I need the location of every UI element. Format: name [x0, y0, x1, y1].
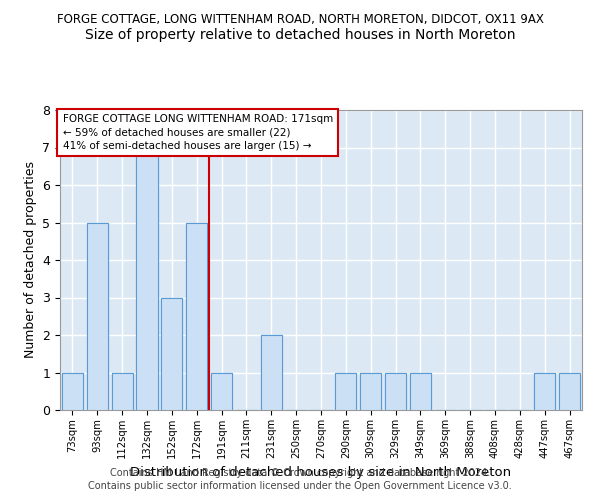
- Text: Contains public sector information licensed under the Open Government Licence v3: Contains public sector information licen…: [88, 481, 512, 491]
- Bar: [335, 372, 356, 410]
- Bar: [261, 335, 282, 410]
- X-axis label: Distribution of detached houses by size in North Moreton: Distribution of detached houses by size …: [130, 466, 512, 479]
- Bar: [87, 222, 108, 410]
- Bar: [385, 372, 406, 410]
- Bar: [87, 222, 108, 410]
- Text: FORGE COTTAGE, LONG WITTENHAM ROAD, NORTH MORETON, DIDCOT, OX11 9AX: FORGE COTTAGE, LONG WITTENHAM ROAD, NORT…: [56, 12, 544, 26]
- Bar: [534, 372, 555, 410]
- Bar: [335, 372, 356, 410]
- Bar: [559, 372, 580, 410]
- Bar: [360, 372, 381, 410]
- Bar: [385, 372, 406, 410]
- Bar: [534, 372, 555, 410]
- Bar: [112, 372, 133, 410]
- Bar: [161, 298, 182, 410]
- Bar: [62, 372, 83, 410]
- Bar: [112, 372, 133, 410]
- Bar: [559, 372, 580, 410]
- Bar: [211, 372, 232, 410]
- Text: Size of property relative to detached houses in North Moreton: Size of property relative to detached ho…: [85, 28, 515, 42]
- Text: FORGE COTTAGE LONG WITTENHAM ROAD: 171sqm
← 59% of detached houses are smaller (: FORGE COTTAGE LONG WITTENHAM ROAD: 171sq…: [62, 114, 333, 151]
- Bar: [62, 372, 83, 410]
- Bar: [410, 372, 431, 410]
- Bar: [261, 335, 282, 410]
- Y-axis label: Number of detached properties: Number of detached properties: [24, 162, 37, 358]
- Bar: [360, 372, 381, 410]
- Bar: [186, 222, 207, 410]
- Bar: [161, 298, 182, 410]
- Bar: [136, 148, 158, 410]
- Bar: [186, 222, 207, 410]
- Bar: [410, 372, 431, 410]
- Bar: [211, 372, 232, 410]
- Text: Contains HM Land Registry data © Crown copyright and database right 2024.: Contains HM Land Registry data © Crown c…: [110, 468, 490, 477]
- Bar: [136, 148, 158, 410]
